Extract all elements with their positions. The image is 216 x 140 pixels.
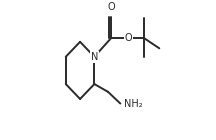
Text: O: O [124, 33, 132, 43]
Text: N: N [91, 52, 98, 62]
Text: NH₂: NH₂ [124, 99, 142, 108]
Text: O: O [107, 2, 115, 12]
